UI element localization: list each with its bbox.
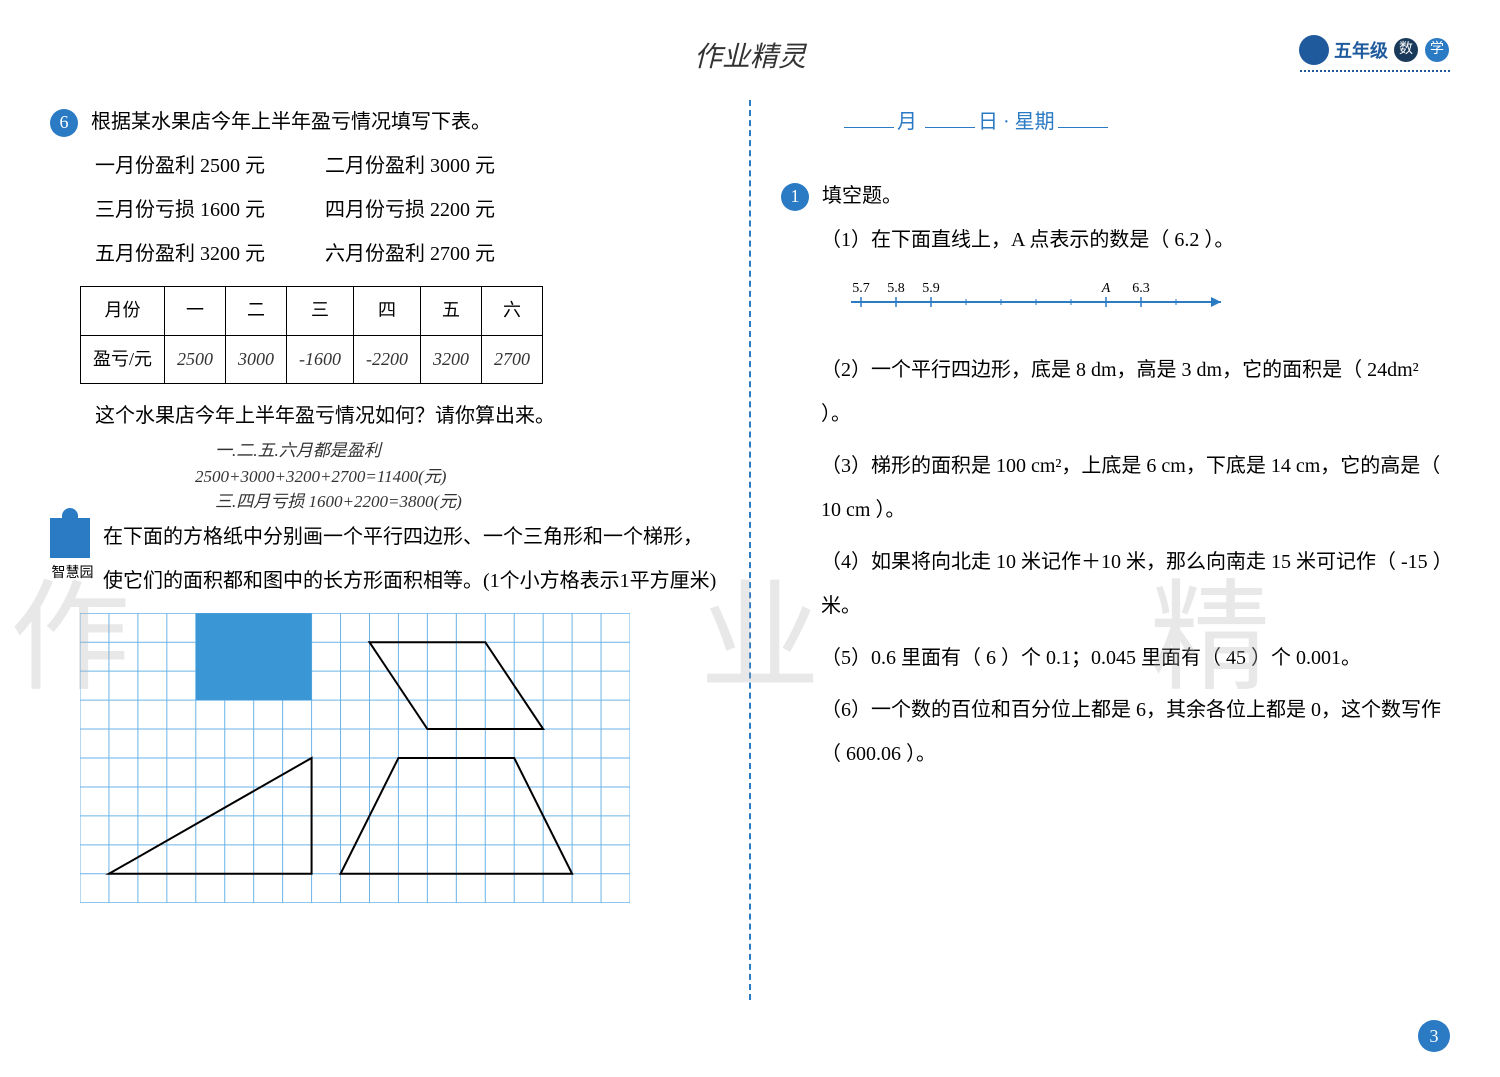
number-line: 5.7 5.8 5.9 A 6.3 xyxy=(841,277,1450,333)
th-5: 五 xyxy=(421,287,482,336)
smart-icon-wrap: 智慧园 xyxy=(50,515,95,590)
rh-profit: 盈亏/元 xyxy=(81,335,165,384)
sub-question-6: （6）一个数的百位和百分位上都是 6，其余各位上都是 0，这个数写作（ 600.… xyxy=(821,688,1450,776)
cell-5: 3200 xyxy=(421,335,482,384)
date-month: 月 xyxy=(897,111,917,133)
sq1-text2: ）。 xyxy=(1204,229,1234,251)
month-2: 二月份盈利 3000 元 xyxy=(325,144,495,188)
cell-6: 2700 xyxy=(482,335,543,384)
sub-question-1: （1）在下面直线上，A 点表示的数是（ 6.2 ）。 xyxy=(821,218,1450,262)
sq1-text1: （1）在下面直线上，A 点表示的数是（ xyxy=(821,229,1169,251)
calc-1: 2500+3000+3200+2700=11400(元) xyxy=(195,464,719,490)
svg-text:5.9: 5.9 xyxy=(922,281,940,296)
sq3-text2: ）。 xyxy=(875,499,905,521)
sq2-text2: ）。 xyxy=(821,403,851,425)
month-3: 三月份亏损 1600 元 xyxy=(95,188,265,232)
sub-question-2: （2）一个平行四边形，底是 8 dm，高是 3 dm，它的面积是（ 24dm² … xyxy=(821,348,1450,436)
question-6: 6 根据某水果店今年上半年盈亏情况填写下表。 xyxy=(50,100,719,144)
sq2-text1: （2）一个平行四边形，底是 8 dm，高是 3 dm，它的面积是（ xyxy=(821,359,1362,381)
q1-number: 1 xyxy=(781,183,809,211)
cell-1: 2500 xyxy=(165,335,226,384)
subject-circle-1: 数 xyxy=(1394,38,1418,62)
sub-question-5: （5）0.6 里面有（ 6 ）个 0.1；0.045 里面有（ 45 ）个 0.… xyxy=(821,636,1450,680)
question-1: 1 填空题。 xyxy=(781,174,1450,218)
date-week: 星期 xyxy=(1015,111,1055,133)
svg-text:5.8: 5.8 xyxy=(887,281,905,296)
grid-drawing-area xyxy=(80,613,630,903)
sq3-text1: （3）梯形的面积是 100 cm²，上底是 6 cm，下底是 14 cm，它的高… xyxy=(821,455,1440,477)
sq5-text3: ）个 0.001。 xyxy=(1251,647,1361,669)
cell-4: -2200 xyxy=(354,335,421,384)
sub-question-3: （3）梯形的面积是 100 cm²，上底是 6 cm，下底是 14 cm，它的高… xyxy=(821,444,1450,532)
month-1: 一月份盈利 2500 元 xyxy=(95,144,265,188)
month-5: 五月份盈利 3200 元 xyxy=(95,232,265,276)
right-column: 月 日 · 星期 1 填空题。 （1）在下面直线上，A 点表示的数是（ 6.2 … xyxy=(781,100,1450,1000)
column-divider xyxy=(749,100,751,1000)
sq4-text1: （4）如果将向北走 10 米记作＋10 米，那么向南走 15 米可记作（ xyxy=(821,551,1396,573)
q6-text: 根据某水果店今年上半年盈亏情况填写下表。 xyxy=(91,111,491,133)
grid-svg xyxy=(80,613,630,903)
page-number: 3 xyxy=(1418,1020,1450,1052)
cell-3: -1600 xyxy=(287,335,354,384)
profit-table: 月份 一 二 三 四 五 六 盈亏/元 2500 3000 -1600 -220… xyxy=(80,286,543,384)
subject-circle-2: 学 xyxy=(1425,38,1449,62)
th-1: 一 xyxy=(165,287,226,336)
th-3: 三 xyxy=(287,287,354,336)
sq5-text1: （5）0.6 里面有（ xyxy=(821,647,981,669)
calc-note-2: 三.四月亏损 xyxy=(215,492,304,511)
date-day: 日 xyxy=(978,111,998,133)
svg-text:6.3: 6.3 xyxy=(1132,281,1150,296)
date-line: 月 日 · 星期 xyxy=(841,100,1450,144)
bear-icon xyxy=(1299,35,1329,65)
rectangle-shape xyxy=(196,613,312,700)
month-4: 四月份亏损 2200 元 xyxy=(325,188,495,232)
smart-text: 在下面的方格纸中分别画一个平行四边形、一个三角形和一个梯形，使它们的面积都和图中… xyxy=(103,515,719,603)
sq1-answer: 6.2 xyxy=(1174,229,1199,251)
sq5-answer1: 6 xyxy=(986,647,996,669)
months-list: 一月份盈利 2500 元 二月份盈利 3000 元 三月份亏损 1600 元 四… xyxy=(95,144,719,276)
th-4: 四 xyxy=(354,287,421,336)
q1-text: 填空题。 xyxy=(822,185,902,207)
sub-question-4: （4）如果将向北走 10 米记作＋10 米，那么向南走 15 米可记作（ -15… xyxy=(821,540,1450,628)
q6-number: 6 xyxy=(50,109,78,137)
month-6: 六月份盈利 2700 元 xyxy=(325,232,495,276)
cell-2: 3000 xyxy=(226,335,287,384)
badge-underline xyxy=(1300,70,1450,72)
page-header-title: 作业精灵 xyxy=(694,35,806,75)
sq5-answer2: 45 xyxy=(1226,647,1246,669)
sq6-text2: ）。 xyxy=(906,743,936,765)
sq3-answer: 10 cm xyxy=(821,499,870,521)
q6-followup: 这个水果店今年上半年盈亏情况如何？请你算出来。 xyxy=(95,394,719,438)
sq5-text2: ）个 0.1；0.045 里面有（ xyxy=(1001,647,1221,669)
calculation-block: 一.二.五.六月都是盈利 2500+3000+3200+2700=11400(元… xyxy=(95,438,719,515)
table-row: 月份 一 二 三 四 五 六 xyxy=(81,287,543,336)
grade-badge: 五年级 数 学 xyxy=(1299,35,1450,65)
left-column: 6 根据某水果店今年上半年盈亏情况填写下表。 一月份盈利 2500 元 二月份盈… xyxy=(50,100,719,1000)
smart-label: 智慧园 xyxy=(50,559,95,590)
main-content: 6 根据某水果店今年上半年盈亏情况填写下表。 一月份盈利 2500 元 二月份盈… xyxy=(50,100,1450,1000)
th-2: 二 xyxy=(226,287,287,336)
sq2-answer: 24dm² xyxy=(1367,359,1419,381)
book-icon xyxy=(50,518,90,558)
th-month: 月份 xyxy=(81,287,165,336)
calc-2: 1600+2200=3800(元) xyxy=(309,492,462,511)
sq4-answer: -15 xyxy=(1401,551,1428,573)
calc-note-1: 一.二.五.六月都是盈利 xyxy=(215,438,719,464)
svg-text:A: A xyxy=(1101,281,1111,296)
grade-text: 五年级 xyxy=(1334,37,1388,63)
th-6: 六 xyxy=(482,287,543,336)
smart-section: 智慧园 在下面的方格纸中分别画一个平行四边形、一个三角形和一个梯形，使它们的面积… xyxy=(50,515,719,603)
svg-text:5.7: 5.7 xyxy=(852,281,870,296)
table-row: 盈亏/元 2500 3000 -1600 -2200 3200 2700 xyxy=(81,335,543,384)
sq6-answer: 600.06 xyxy=(846,743,901,765)
